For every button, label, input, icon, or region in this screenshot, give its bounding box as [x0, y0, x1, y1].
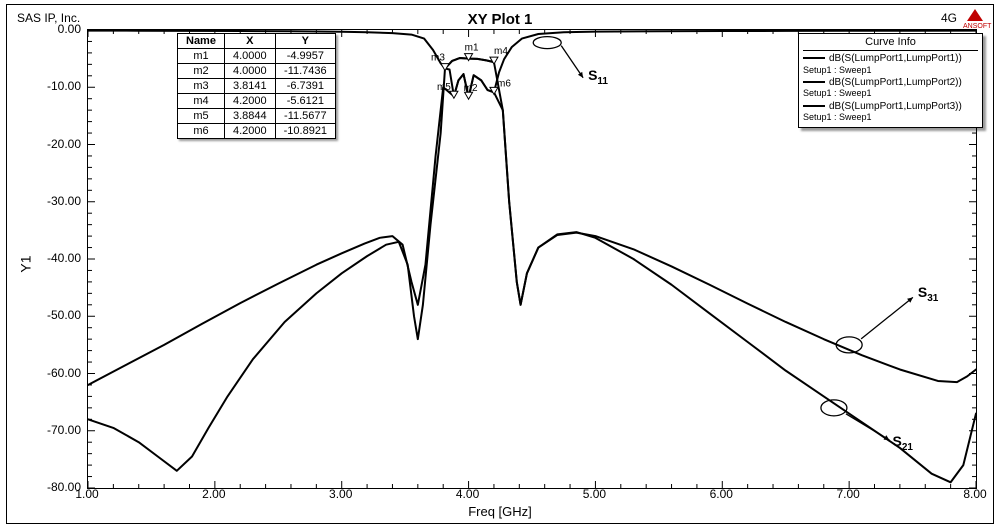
x-tick-label: 1.00	[75, 487, 98, 501]
table-row: m33.8141-6.7391	[178, 79, 336, 94]
legend-swatch-icon	[803, 105, 825, 107]
legend-label: dB(S(LumpPort1,LumpPort3))	[829, 101, 962, 112]
table-cell: -6.7391	[275, 79, 335, 94]
legend-swatch-icon	[803, 57, 825, 59]
table-header-cell: Name	[178, 34, 225, 49]
y-tick-label: -70.00	[31, 423, 81, 437]
legend-subtext: Setup1 : Sweep1	[803, 65, 978, 75]
table-cell: 4.0000	[224, 49, 275, 64]
table-header-cell: X	[224, 34, 275, 49]
marker-label: m4	[494, 46, 508, 57]
table-header-cell: Y	[275, 34, 335, 49]
table-row: m64.2000-10.8921	[178, 124, 336, 139]
table-cell: 4.0000	[224, 64, 275, 79]
table-cell: 4.2000	[224, 124, 275, 139]
y-tick-label: -40.00	[31, 251, 81, 265]
y-tick-label: -50.00	[31, 308, 81, 322]
table-row: m24.0000-11.7436	[178, 64, 336, 79]
x-tick-label: 4.00	[456, 487, 479, 501]
table-cell: -11.5677	[275, 109, 335, 124]
legend-box: Curve Info dB(S(LumpPort1,LumpPort1))Set…	[798, 33, 983, 128]
marker-label: m2	[464, 83, 478, 94]
table-cell: 3.8141	[224, 79, 275, 94]
x-tick-label: 7.00	[836, 487, 859, 501]
legend-label: dB(S(LumpPort1,LumpPort2))	[829, 77, 962, 88]
table-cell: 4.2000	[224, 94, 275, 109]
y-tick-label: 0.00	[31, 22, 81, 36]
ansoft-logo-icon: ANSOFT	[963, 9, 987, 27]
table-cell: m4	[178, 94, 225, 109]
s31-annotation: S31	[918, 284, 938, 304]
chart-title: XY Plot 1	[468, 11, 533, 28]
x-tick-label: 5.00	[583, 487, 606, 501]
table-cell: m3	[178, 79, 225, 94]
legend-swatch-icon	[803, 81, 825, 83]
marker-table: NameXY m14.0000-4.9957m24.0000-11.7436m3…	[177, 33, 336, 139]
table-row: m44.2000-5.6121	[178, 94, 336, 109]
legend-subtext: Setup1 : Sweep1	[803, 88, 978, 98]
table-row: m53.8844-11.5677	[178, 109, 336, 124]
y-tick-label: -20.00	[31, 137, 81, 151]
legend-subtext: Setup1 : Sweep1	[803, 112, 978, 122]
table-cell: -4.9957	[275, 49, 335, 64]
table-cell: -5.6121	[275, 94, 335, 109]
x-tick-label: 3.00	[329, 487, 352, 501]
legend-label: dB(S(LumpPort1,LumpPort1))	[829, 53, 962, 64]
marker-label: m5	[437, 82, 451, 93]
table-cell: m1	[178, 49, 225, 64]
marker-label: m3	[431, 53, 445, 64]
table-cell: m5	[178, 109, 225, 124]
legend-item: dB(S(LumpPort1,LumpPort1))Setup1 : Sweep…	[803, 53, 978, 75]
y-tick-label: -60.00	[31, 366, 81, 380]
x-axis-label: Freq [GHz]	[468, 504, 532, 519]
y-tick-label: -30.00	[31, 194, 81, 208]
table-header-row: NameXY	[178, 34, 336, 49]
chart-frame: SAS IP, Inc. XY Plot 1 4G ANSOFT Y1 Freq…	[6, 4, 994, 524]
marker-label: m1	[465, 43, 479, 54]
table-cell: m6	[178, 124, 225, 139]
legend-item: dB(S(LumpPort1,LumpPort2))Setup1 : Sweep…	[803, 77, 978, 99]
corner-label: 4G	[941, 11, 957, 25]
x-tick-label: 2.00	[202, 487, 225, 501]
y-tick-label: -10.00	[31, 79, 81, 93]
x-tick-label: 8.00	[963, 487, 986, 501]
y-tick-label: -80.00	[31, 480, 81, 494]
x-tick-label: 6.00	[710, 487, 733, 501]
table-cell: -10.8921	[275, 124, 335, 139]
table-cell: m2	[178, 64, 225, 79]
s11-annotation: S11	[588, 67, 608, 87]
marker-label: m6	[497, 78, 511, 89]
table-row: m14.0000-4.9957	[178, 49, 336, 64]
table-cell: 3.8844	[224, 109, 275, 124]
s21-annotation: S21	[893, 433, 913, 453]
legend-item: dB(S(LumpPort1,LumpPort3))Setup1 : Sweep…	[803, 101, 978, 123]
table-cell: -11.7436	[275, 64, 335, 79]
legend-title: Curve Info	[803, 36, 978, 51]
